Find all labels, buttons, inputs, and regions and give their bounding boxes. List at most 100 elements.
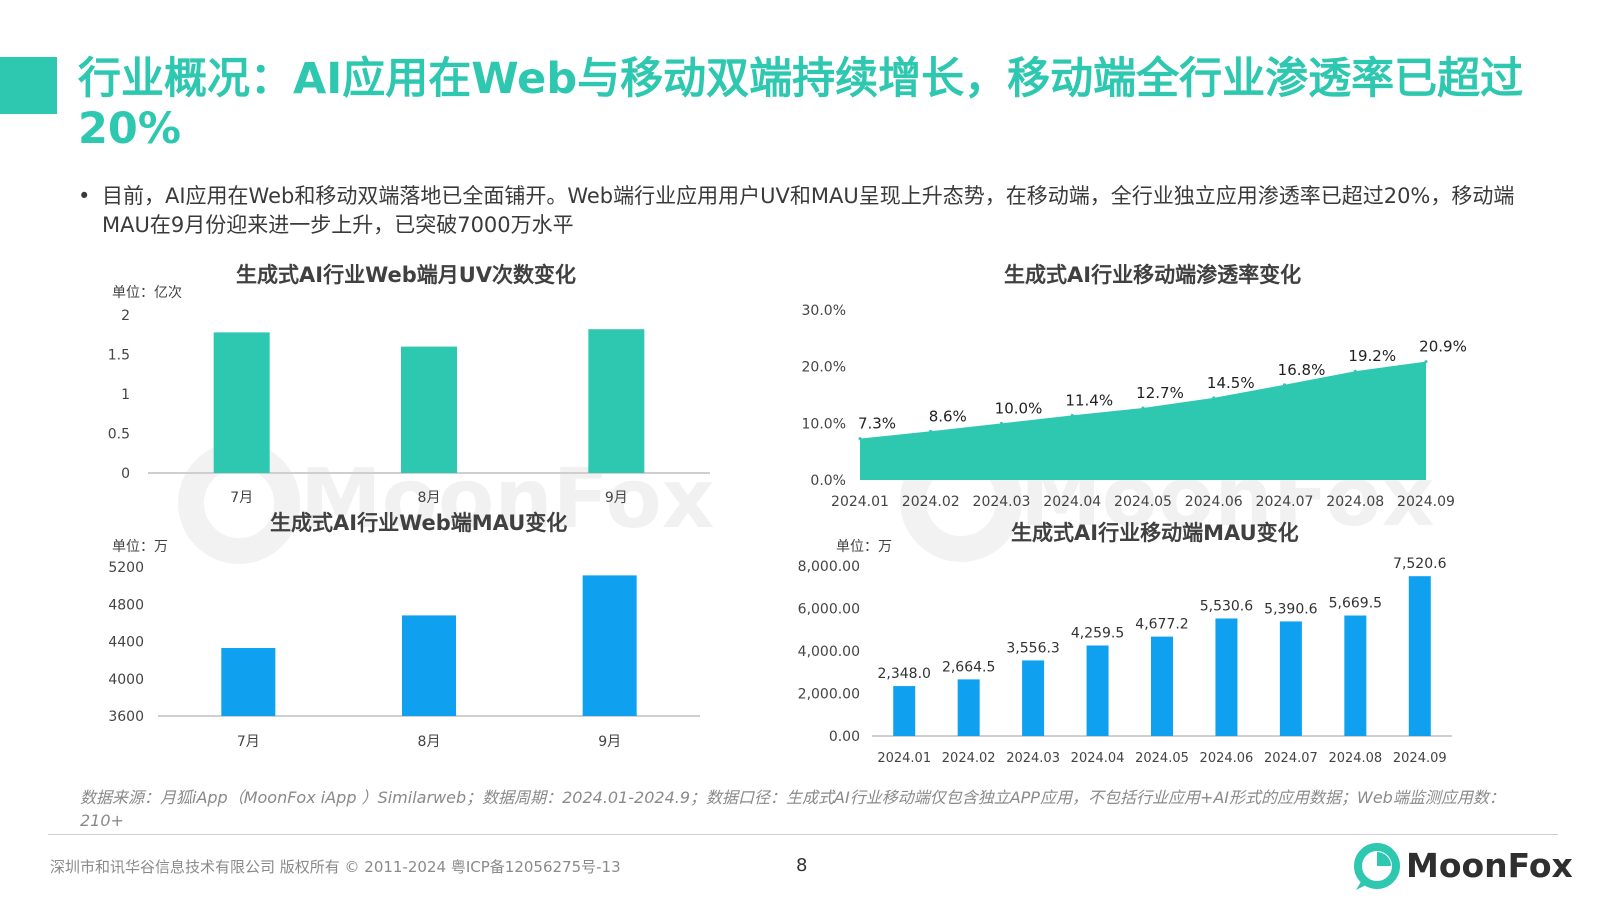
chart-title-web-uv: 生成式AI行业Web端月UV次数变化	[236, 263, 577, 287]
area-series	[860, 361, 1426, 480]
x-tick-label: 2024.08	[1328, 751, 1382, 766]
x-tick-label: 2024.06	[1185, 494, 1243, 510]
bar	[1086, 645, 1109, 736]
y-tick-label: 6,000.00	[798, 602, 860, 618]
data-label: 12.7%	[1136, 384, 1184, 402]
summary-bullet: • 目前，AI应用在Web和移动双端落地已全面铺开。Web端行业应用用户UV和M…	[78, 182, 1558, 240]
bar	[221, 648, 276, 716]
y-tick-label: 8,000.00	[798, 559, 860, 575]
data-point	[1353, 369, 1357, 373]
data-point	[1212, 396, 1216, 400]
y-tick-label: 4000	[108, 672, 144, 688]
bar	[213, 332, 270, 473]
x-tick-label: 9月	[598, 734, 621, 750]
y-tick-label: 1	[121, 387, 130, 403]
data-label: 5,390.6	[1264, 601, 1318, 617]
x-tick-label: 2024.05	[1135, 751, 1189, 766]
data-label: 10.0%	[995, 399, 1043, 417]
data-label: 2,348.0	[878, 666, 931, 682]
chart-title-web-mau: 生成式AI行业Web端MAU变化	[270, 511, 568, 535]
y-tick-label: 5200	[108, 560, 144, 576]
data-source-note: 数据来源：月狐iApp（MoonFox iApp ）Similarweb；数据周…	[80, 788, 1505, 830]
unit-label-web-uv: 单位：亿次	[112, 285, 182, 301]
bar	[1408, 576, 1431, 736]
copyright-text: 深圳市和讯华谷信息技术有限公司 版权所有 © 2011-2024 粤ICP备12…	[50, 858, 621, 876]
y-tick-label: 0.5	[108, 427, 130, 443]
x-tick-label: 2024.04	[1071, 751, 1125, 766]
data-point	[929, 429, 933, 433]
x-tick-label: 2024.03	[973, 494, 1031, 510]
x-tick-label: 2024.06	[1200, 751, 1254, 766]
x-tick-label: 8月	[418, 490, 441, 506]
data-label: 7.3%	[858, 415, 896, 433]
y-tick-label: 3600	[108, 709, 144, 725]
title-accent-block	[0, 57, 57, 114]
data-point	[1283, 383, 1286, 387]
y-tick-label: 0.00	[829, 729, 860, 745]
data-label: 16.8%	[1278, 361, 1326, 379]
data-point	[1141, 406, 1145, 410]
y-tick-label: 1.5	[108, 348, 130, 364]
x-tick-label: 7月	[230, 490, 253, 506]
watermark-text: MoonFox	[300, 452, 715, 547]
data-label: 7,520.6	[1393, 556, 1447, 572]
bar	[957, 679, 980, 736]
x-tick-label: 2024.09	[1393, 751, 1447, 766]
data-label: 5,669.5	[1329, 596, 1382, 612]
chart-mobile-penetration: 0.0% 10.0% 20.0% 30.0% 7.3% 2024.01 8.6% 2024.0…	[802, 303, 1467, 510]
x-tick-label: 2024.07	[1256, 494, 1314, 510]
data-point	[1000, 421, 1003, 425]
chart-title-mobile-mau: 生成式AI行业移动端MAU变化	[1011, 521, 1299, 545]
x-tick-label: 9月	[605, 490, 628, 506]
bullet-dot-icon: •	[78, 184, 91, 208]
data-label: 14.5%	[1207, 374, 1255, 392]
data-label: 20.9%	[1419, 338, 1467, 356]
footer-divider	[48, 834, 1558, 835]
y-tick-label: 4400	[108, 635, 144, 651]
data-label: 3,556.3	[1006, 640, 1059, 656]
chart-title-mobile-penetration: 生成式AI行业移动端渗透率变化	[1004, 263, 1302, 287]
bar	[402, 615, 456, 716]
data-point	[1070, 413, 1074, 417]
x-tick-label: 2024.07	[1264, 751, 1318, 766]
x-tick-label: 2024.01	[831, 494, 889, 510]
unit-label-web-mau: 单位：万	[112, 539, 168, 555]
y-tick-label: 20.0%	[802, 360, 846, 376]
bar	[582, 575, 637, 716]
y-tick-label: 2,000.00	[798, 687, 860, 703]
x-tick-label: 8月	[418, 734, 441, 750]
moonfox-logo: MoonFox	[1352, 840, 1573, 892]
logo-text: MoonFox	[1406, 846, 1573, 885]
page-title: 行业概况：AI应用在Web与移动双端持续增长，移动端全行业渗透率已超过20%	[78, 54, 1524, 154]
data-label: 4,677.2	[1135, 617, 1188, 633]
chart-mobile-mau: 0.00 2,000.00 4,000.00 6,000.00 8,000.00 2024…	[798, 556, 1452, 766]
data-point	[858, 437, 862, 441]
data-label: 5,530.6	[1200, 598, 1254, 614]
moonfox-logo-icon	[1354, 843, 1400, 890]
bar	[1344, 615, 1367, 736]
chart-web-uv: 0 0.5 1 1.5 2 7月 8月 9月	[108, 308, 710, 506]
data-label: 11.4%	[1065, 391, 1113, 409]
y-tick-label: 2	[121, 308, 130, 324]
bar	[1215, 618, 1238, 736]
y-tick-label: 4,000.00	[798, 644, 860, 660]
bar	[401, 346, 457, 473]
bar	[588, 329, 645, 473]
bar	[893, 686, 916, 736]
bar	[1279, 621, 1302, 736]
data-point	[1424, 360, 1428, 364]
y-tick-label: 0.0%	[810, 473, 846, 489]
bar	[1151, 636, 1173, 736]
y-tick-label: 30.0%	[802, 303, 846, 319]
x-tick-label: 2024.02	[942, 751, 996, 766]
page-number: 8	[796, 855, 808, 876]
x-tick-label: 2024.01	[877, 751, 931, 766]
y-tick-label: 10.0%	[802, 416, 846, 432]
data-label: 4,259.5	[1071, 625, 1124, 641]
x-tick-label: 2024.09	[1397, 494, 1455, 510]
x-tick-label: 2024.03	[1006, 751, 1060, 766]
unit-label-mobile-mau: 单位：万	[836, 539, 892, 555]
x-tick-label: 2024.05	[1114, 494, 1172, 510]
chart-web-mau: 3600 4000 4400 4800 5200 7月 8月 9月	[108, 560, 700, 750]
summary-text: 目前，AI应用在Web和移动双端落地已全面铺开。Web端行业应用用户UV和MAU…	[102, 184, 1515, 237]
